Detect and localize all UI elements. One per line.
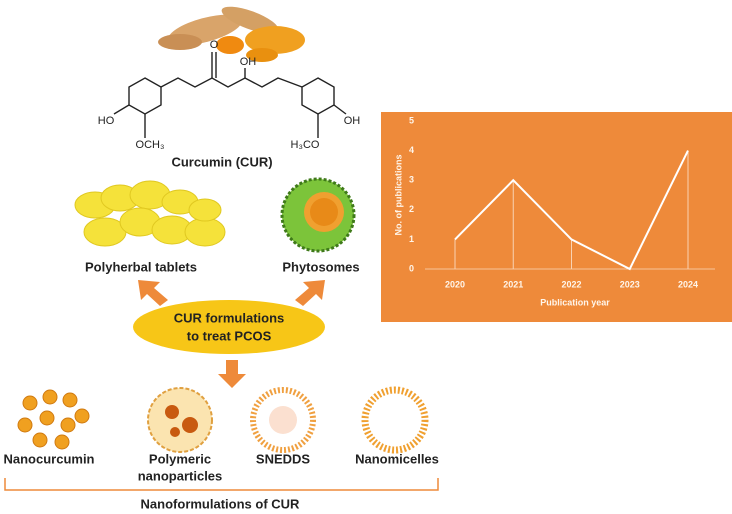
y-axis-label: No. of publications <box>393 155 403 236</box>
y-tick-label: 5 <box>409 115 414 125</box>
methoxy-right-label: H₃CO <box>291 139 320 151</box>
phytosomes-label: Phytosomes <box>282 259 359 274</box>
nanocurcumin-image <box>17 389 90 450</box>
curcumin-structure: O OH HO OCH₃ H₃CO OH <box>98 39 361 151</box>
x-tick-label: 2024 <box>678 279 698 289</box>
enol-label: OH <box>240 56 257 68</box>
y-tick-label: 3 <box>409 175 414 185</box>
center-label: to treat PCOS <box>187 328 272 343</box>
nano-label: nanoparticles <box>138 468 223 483</box>
x-tick-label: 2021 <box>503 279 523 289</box>
hydroxy-left-label: HO <box>98 115 115 127</box>
x-tick-label: 2022 <box>561 279 581 289</box>
y-tick-label: 1 <box>409 234 414 244</box>
nano-label: Polymeric <box>149 451 211 466</box>
nano-label: SNEDDS <box>256 451 311 466</box>
x-tick-label: 2020 <box>445 279 465 289</box>
nanomicelles-image <box>361 386 429 454</box>
nano-label: Nanomicelles <box>355 451 439 466</box>
ketone-label: O <box>210 39 219 51</box>
nano-label: Nanocurcumin <box>3 451 94 466</box>
y-tick-label: 0 <box>409 263 414 273</box>
methoxy-left-label: OCH₃ <box>136 139 165 151</box>
x-tick-label: 2023 <box>620 279 640 289</box>
data-line <box>454 150 689 271</box>
chart-background <box>381 112 732 322</box>
polymeric-image <box>147 387 213 453</box>
hydroxy-right-label: OH <box>344 115 361 127</box>
center-label: CUR formulations <box>174 310 285 325</box>
arrows <box>138 280 325 388</box>
center-ellipse <box>133 300 325 354</box>
y-tick-label: 2 <box>409 204 414 214</box>
y-tick-label: 4 <box>409 145 414 155</box>
tablets-image <box>74 180 226 247</box>
x-axis-label: Publication year <box>540 297 610 307</box>
phytosome-image <box>280 177 356 253</box>
tablets-label: Polyherbal tablets <box>85 259 197 274</box>
group-bracket <box>4 478 439 491</box>
chart: Publication year No. of publications 0 1 2… <box>381 112 732 322</box>
compound-name: Curcumin (CUR) <box>171 154 272 169</box>
group-label: Nanoformulations of CUR <box>141 496 300 511</box>
snedds-image <box>250 387 316 453</box>
turmeric-image <box>158 6 305 62</box>
